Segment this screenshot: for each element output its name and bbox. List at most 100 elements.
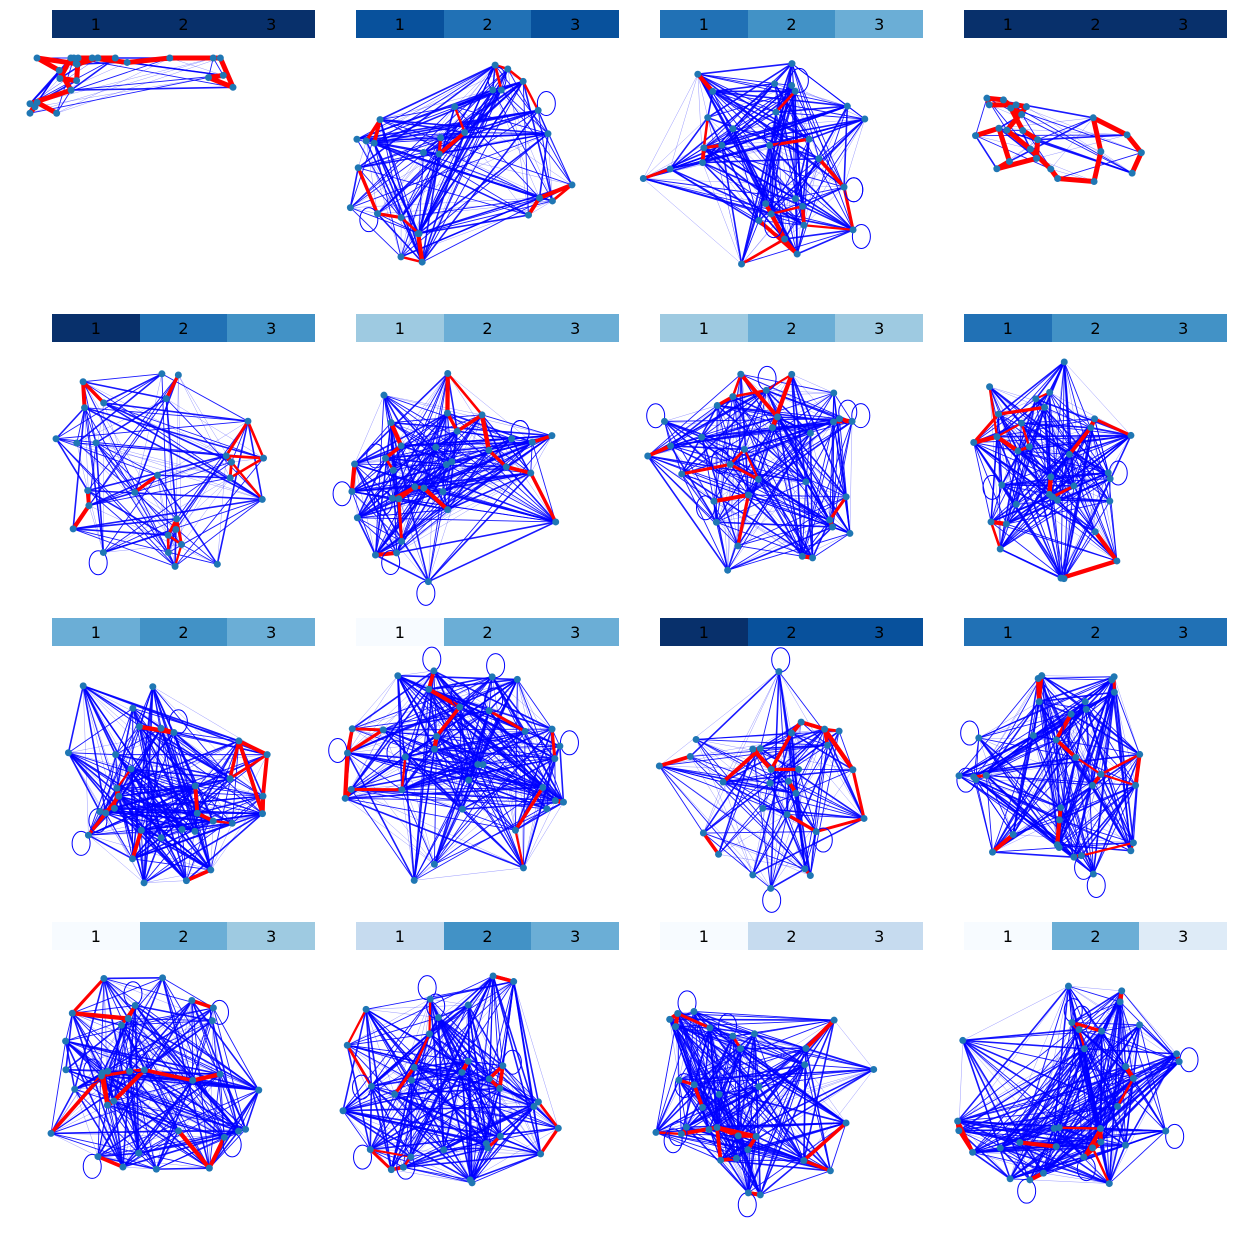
node bbox=[1034, 136, 1042, 144]
highlight-edge bbox=[81, 379, 87, 410]
node bbox=[94, 1153, 102, 1161]
node bbox=[744, 1146, 752, 1154]
node bbox=[759, 804, 767, 812]
highlight-edge bbox=[645, 443, 673, 458]
edge bbox=[428, 688, 438, 738]
node bbox=[1003, 126, 1011, 134]
edge bbox=[1038, 675, 1115, 703]
edge bbox=[775, 105, 849, 113]
edge bbox=[370, 1149, 541, 1155]
self-loop bbox=[222, 1132, 242, 1158]
self-loop bbox=[1086, 872, 1106, 898]
edge bbox=[522, 80, 554, 202]
edge bbox=[82, 381, 227, 457]
node bbox=[209, 54, 217, 62]
edge bbox=[88, 442, 97, 507]
node bbox=[700, 144, 708, 152]
edge bbox=[130, 768, 145, 884]
node bbox=[1067, 710, 1075, 718]
edge bbox=[978, 701, 1086, 739]
edge bbox=[351, 485, 416, 493]
node bbox=[1129, 839, 1137, 847]
node bbox=[1052, 736, 1060, 744]
edge bbox=[451, 438, 512, 463]
edge bbox=[700, 436, 834, 528]
edge bbox=[803, 1069, 874, 1161]
edge bbox=[685, 1126, 805, 1162]
edge bbox=[131, 836, 162, 860]
edge bbox=[680, 1133, 749, 1151]
edge bbox=[801, 421, 834, 557]
self-loop bbox=[328, 737, 348, 763]
node bbox=[1072, 753, 1080, 761]
colorbar-cell-3: 3 bbox=[1139, 618, 1228, 646]
self-loop bbox=[416, 580, 436, 606]
edge bbox=[737, 1085, 760, 1137]
edge bbox=[131, 812, 264, 860]
highlight-edge bbox=[1020, 421, 1031, 448]
edge bbox=[513, 981, 559, 1129]
node bbox=[341, 794, 349, 802]
edge bbox=[210, 823, 233, 871]
colorbar-cell-3: 3 bbox=[531, 314, 620, 342]
edge bbox=[382, 729, 524, 869]
edge bbox=[114, 753, 212, 871]
highlight-edge bbox=[817, 156, 846, 189]
highlight-edge bbox=[497, 1063, 505, 1091]
edge bbox=[530, 441, 533, 474]
edge bbox=[997, 413, 1019, 452]
edge bbox=[1071, 990, 1123, 1024]
edge bbox=[999, 990, 1123, 1149]
highlight-edge bbox=[86, 811, 108, 837]
edge bbox=[758, 1068, 875, 1088]
node bbox=[71, 1085, 79, 1093]
highlight-edge bbox=[695, 72, 715, 94]
edge bbox=[999, 1001, 1121, 1149]
node bbox=[719, 778, 727, 786]
edge bbox=[413, 1066, 535, 1108]
node bbox=[1055, 816, 1063, 824]
node bbox=[785, 777, 793, 785]
highlight-edge bbox=[372, 117, 383, 146]
edge bbox=[795, 721, 802, 794]
edge bbox=[990, 484, 1003, 523]
edge bbox=[972, 1029, 1080, 1153]
edge bbox=[961, 1039, 1102, 1130]
node bbox=[1019, 127, 1027, 135]
edge bbox=[1133, 1078, 1166, 1132]
node bbox=[970, 439, 978, 447]
node bbox=[999, 96, 1007, 104]
node bbox=[826, 1167, 834, 1175]
edge bbox=[1121, 990, 1180, 1063]
edge bbox=[693, 1011, 806, 1066]
edge bbox=[702, 831, 817, 834]
node bbox=[1089, 1144, 1097, 1152]
edge bbox=[990, 521, 1065, 580]
edge bbox=[978, 701, 1040, 739]
edge bbox=[169, 57, 224, 76]
edge bbox=[711, 82, 776, 93]
edge bbox=[434, 446, 453, 463]
edge bbox=[113, 1100, 124, 1168]
edge bbox=[689, 670, 780, 758]
node bbox=[667, 442, 675, 450]
colorbar-cell-2: 2 bbox=[139, 922, 228, 950]
edge bbox=[741, 203, 766, 265]
node bbox=[393, 549, 401, 557]
edges-layer bbox=[349, 64, 573, 263]
highlight-edge bbox=[1080, 841, 1135, 857]
edge bbox=[973, 361, 1065, 443]
edge bbox=[379, 64, 496, 121]
node bbox=[1047, 165, 1055, 173]
edge bbox=[681, 473, 851, 534]
highlight-edge bbox=[124, 55, 173, 65]
edge bbox=[1060, 478, 1111, 579]
edge bbox=[138, 725, 162, 839]
node bbox=[791, 195, 799, 203]
node bbox=[800, 1157, 808, 1165]
highlight-edge bbox=[550, 727, 557, 761]
edge bbox=[795, 792, 806, 870]
edge bbox=[516, 678, 553, 730]
